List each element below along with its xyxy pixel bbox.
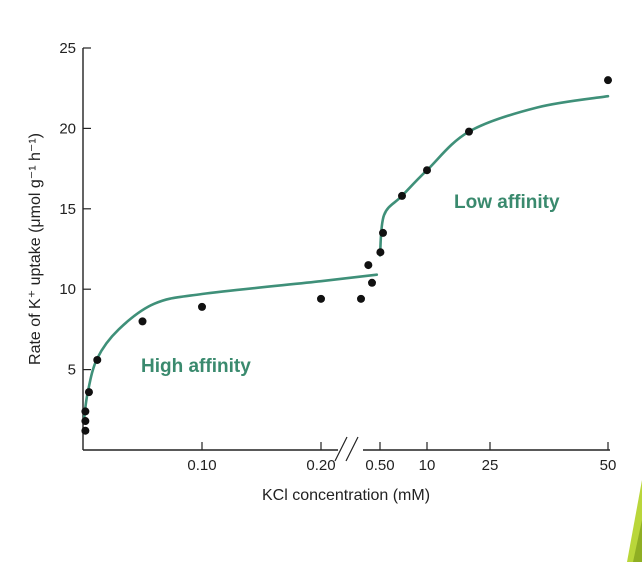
data-point [368,278,376,287]
data-point [465,127,473,136]
data-point [357,294,365,303]
data-point [138,317,147,326]
y-tick-label: 5 [68,362,76,379]
data-point [423,166,431,175]
data-points-layer [81,76,612,435]
data-point [198,302,206,311]
data-point [379,228,387,237]
data-point [364,261,373,270]
data-point [81,407,90,416]
data-point [604,76,612,85]
ticks-layer: 5 10 15 20 25 0.10 0.20 0.50 10 25 50 [59,40,616,474]
y-axis-title: Rate of K⁺ uptake (μmol g⁻¹ h⁻¹) [27,133,44,365]
fit-curve-high-affinity [82,273,379,420]
data-point [398,191,406,200]
data-point [84,388,93,397]
y-tick-label: 10 [59,281,76,298]
data-point [81,426,90,435]
corner-accent-shadow [633,520,642,562]
x-tick-label: 0.50 [365,457,394,474]
annotation-low-affinity: Low affinity [454,192,560,213]
x-axis-title: KCl concentration (mM) [262,487,430,504]
x-tick-label: 50 [600,457,617,474]
x-tick-label: 10 [419,457,436,474]
annotation-high-affinity: High affinity [141,356,251,377]
data-point [376,248,385,257]
fit-curve-low-affinity [378,94,610,257]
axis-break-mark-left [334,436,348,462]
x-tick-label: 0.20 [306,457,335,474]
data-point [81,417,90,426]
y-tick-label: 15 [59,201,76,218]
x-tick-label: 25 [482,457,499,474]
y-tick-label: 20 [59,120,76,137]
data-point [93,355,102,364]
y-tick-label: 25 [59,40,76,57]
axis-break-mark-right [345,436,359,462]
x-tick-label: 0.10 [187,457,216,474]
data-point [317,294,325,303]
